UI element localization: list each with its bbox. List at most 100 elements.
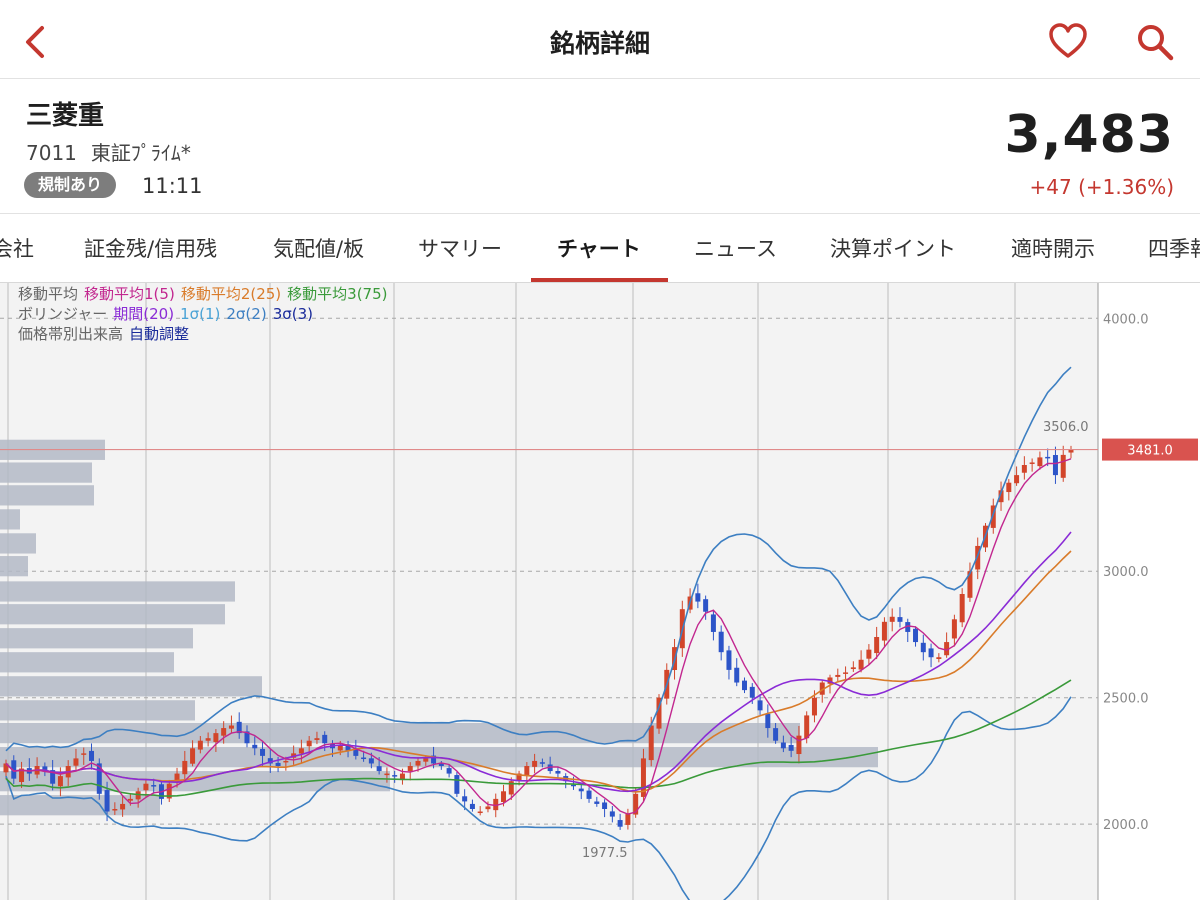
candle-body	[718, 631, 724, 653]
candle-body	[438, 763, 444, 766]
volume-profile-bar	[0, 652, 174, 673]
candle-body	[221, 728, 227, 736]
low-price-label: 1977.5	[582, 846, 628, 861]
candle-body	[213, 733, 219, 742]
legend-bb-s1: 1σ(1)	[180, 305, 221, 323]
candle-body	[640, 758, 646, 797]
candle-body	[913, 628, 919, 643]
candle-body	[337, 745, 343, 751]
tab-shikiho[interactable]: 四季報	[1148, 237, 1200, 261]
candle-body	[850, 667, 856, 670]
app-header: 銘柄詳細	[0, 0, 1200, 79]
chart-area[interactable]: 2000.0 2500.0 3000.0 4000.0 3481.0 3506.0 1977…	[0, 283, 1200, 904]
candle-body	[602, 802, 608, 809]
candle-body	[314, 738, 320, 740]
stock-name: 三菱重	[26, 101, 105, 131]
candle-body	[757, 700, 763, 711]
candle-body	[143, 783, 149, 791]
tab-margin-balance[interactable]: 証金残/信用残	[84, 237, 218, 261]
volume-profile-bar	[0, 485, 94, 506]
candle-body	[819, 682, 825, 695]
candle-body	[726, 650, 732, 670]
candle-body	[749, 686, 755, 698]
candle-body	[811, 697, 817, 716]
candle-body	[703, 599, 709, 612]
candle-body	[501, 791, 507, 803]
candle-body	[951, 619, 957, 639]
price-change: +47 (+1.36%)	[1029, 175, 1174, 199]
candle-body	[57, 776, 63, 787]
volume-profile-bar	[0, 628, 193, 649]
candle-body	[236, 721, 242, 734]
legend-vp-mode: 自動調整	[129, 325, 190, 343]
candle-body	[578, 788, 584, 792]
candle-body	[555, 771, 561, 774]
candle-body	[570, 784, 576, 787]
candle-body	[742, 680, 748, 691]
candle-body	[625, 814, 631, 825]
candle-body	[81, 753, 87, 755]
tab-bar: 会社 証金残/信用残 気配値/板 サマリー チャート ニュース 決算ポイント 適…	[0, 214, 1200, 283]
candle-body	[306, 740, 312, 747]
moving-average-3-line	[5, 679, 1072, 797]
candle-body	[477, 811, 483, 814]
candle-body	[73, 758, 79, 766]
candle-body	[1014, 475, 1020, 484]
candle-body	[1021, 465, 1027, 473]
candle-body	[19, 768, 25, 783]
legend-ma2: 移動平均2(25)	[180, 285, 282, 303]
volume-profile-bar	[0, 700, 195, 721]
candle-body	[166, 783, 172, 799]
volume-profile-bar	[0, 795, 160, 816]
tab-summary[interactable]: サマリー	[418, 237, 502, 261]
candle-body	[990, 505, 996, 528]
heart-icon[interactable]	[1048, 22, 1088, 62]
candlestick-chart[interactable]: 2000.0 2500.0 3000.0 4000.0 3481.0 3506.0 1977…	[0, 283, 1200, 904]
candle-body	[796, 735, 802, 755]
candle-body	[1052, 455, 1058, 476]
candle-body	[423, 758, 429, 762]
legend-vp-row: 価格帯別出来高 自動調整	[18, 324, 394, 344]
candle-body	[648, 725, 654, 761]
candle-body	[431, 755, 437, 764]
candle-body	[368, 758, 374, 764]
candle-body	[384, 773, 390, 776]
candle-body	[228, 725, 234, 729]
back-chevron-icon[interactable]	[18, 22, 52, 62]
search-icon[interactable]	[1135, 22, 1175, 62]
candle-body	[1006, 482, 1012, 493]
moving-average-1-line	[5, 458, 1072, 815]
candle-body	[804, 715, 810, 739]
tab-earnings-points[interactable]: 決算ポイント	[830, 237, 956, 261]
candle-body	[586, 790, 592, 799]
candle-body	[353, 748, 359, 756]
volume-profile-bar	[0, 581, 235, 602]
candle-body	[773, 728, 779, 741]
legend-ma-row: 移動平均 移動平均1(5) 移動平均2(25) 移動平均3(75)	[18, 284, 394, 304]
candle-body	[260, 748, 266, 756]
candle-body	[182, 760, 188, 775]
volume-profile-bar	[0, 556, 28, 577]
tab-chart[interactable]: チャート	[557, 237, 641, 261]
candle-body	[1060, 454, 1066, 478]
candle-body	[967, 571, 973, 598]
legend-bb-row: ボリンジャー 期間(20) 1σ(1) 2σ(2) 3σ(3)	[18, 304, 394, 324]
legend-ma-label: 移動平均	[18, 285, 79, 303]
tab-disclosure[interactable]: 適時開示	[1011, 237, 1095, 261]
candle-body	[788, 745, 794, 751]
active-tab-indicator	[531, 278, 668, 282]
candle-body	[361, 757, 367, 760]
candle-body	[376, 766, 382, 772]
tab-company[interactable]: 会社	[0, 237, 34, 261]
candle-body	[399, 773, 405, 780]
candle-body	[1037, 457, 1043, 467]
y-tick-label: 2500.0	[1103, 692, 1149, 707]
candle-body	[920, 642, 926, 653]
regulation-badge: 規制あり	[24, 172, 117, 198]
stock-meta: 7011 東証ﾌﾟﾗｲﾑ*	[26, 137, 205, 166]
legend-ma3: 移動平均3(75)	[287, 285, 388, 303]
tab-order-book[interactable]: 気配値/板	[273, 237, 365, 261]
tab-news[interactable]: ニュース	[694, 237, 777, 261]
candle-body	[267, 758, 273, 764]
candle-body	[539, 762, 545, 764]
